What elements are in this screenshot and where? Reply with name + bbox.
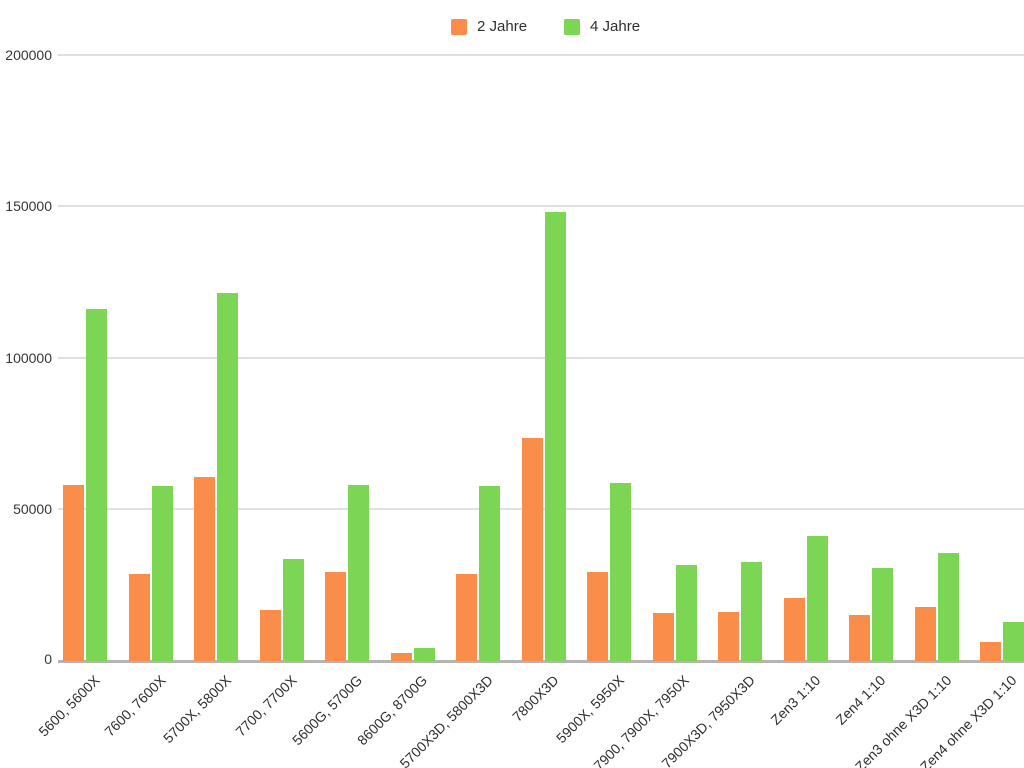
bar-2-jahre[interactable] (194, 477, 215, 661)
bar-2-jahre[interactable] (390, 652, 412, 661)
x-tick-label: 7800X3D (508, 672, 562, 725)
bar-2-jahre[interactable] (980, 641, 1001, 661)
bar-4-jahre[interactable] (610, 483, 631, 661)
bar-4-jahre[interactable] (86, 309, 107, 661)
x-tick-label: 7700, 7700X (231, 672, 300, 740)
bar-2-jahre[interactable] (587, 572, 608, 661)
bar-4-jahre[interactable] (282, 558, 304, 661)
bar-2-jahre[interactable] (63, 484, 84, 661)
bar-4-jahre[interactable] (217, 292, 238, 661)
y-tick-label: 50000 (13, 500, 52, 517)
bar-4-jahre[interactable] (675, 564, 697, 661)
x-tick-label: 5900X, 5950X (552, 672, 627, 747)
x-tick-label: Zen3 1:10 (767, 672, 824, 728)
x-tick-label: 5700X, 5800X (159, 672, 234, 747)
legend-swatch-icon (451, 19, 467, 35)
bar-4-jahre[interactable] (741, 561, 762, 661)
gridline-150000 (58, 205, 1024, 208)
bar-2-jahre[interactable] (849, 614, 870, 661)
bar-4-jahre[interactable] (348, 484, 369, 661)
bar-4-jahre[interactable] (544, 212, 566, 661)
legend-item-2-jahre[interactable]: 2 Jahre (451, 19, 527, 35)
y-tick-label: 200000 (5, 47, 52, 64)
bar-4-jahre[interactable] (806, 536, 828, 661)
legend-item-label: 4 Jahre (590, 18, 641, 35)
bar-4-jahre[interactable] (413, 647, 435, 661)
bar-2-jahre[interactable] (456, 573, 477, 661)
gridline-200000 (58, 54, 1024, 57)
bar-2-jahre[interactable] (718, 611, 739, 661)
x-tick-label: Zen4 1:10 (832, 672, 889, 728)
bar-2-jahre[interactable] (521, 437, 543, 661)
legend-item-label: 2 Jahre (477, 18, 528, 35)
bar-2-jahre[interactable] (783, 598, 805, 661)
bar-2-jahre[interactable] (325, 572, 346, 661)
legend-item-4-jahre[interactable]: 4 Jahre (564, 19, 640, 35)
bar-4-jahre[interactable] (151, 486, 173, 661)
bar-4-jahre[interactable] (937, 552, 959, 661)
y-tick-label: 0 (44, 651, 52, 667)
gridline-100000 (58, 356, 1024, 359)
bar-2-jahre[interactable] (128, 573, 150, 661)
chart-legend: 2 Jahre 4 Jahre (451, 19, 640, 35)
y-tick-label: 150000 (5, 198, 52, 215)
legend-swatch-icon (564, 19, 581, 35)
bar-2-jahre[interactable] (652, 613, 674, 661)
y-tick-label: 100000 (5, 349, 52, 366)
x-tick-label: 7600, 7600X (100, 672, 169, 740)
bar-4-jahre[interactable] (479, 486, 500, 661)
bar-2-jahre[interactable] (914, 607, 936, 661)
bar-4-jahre[interactable] (1003, 622, 1024, 661)
x-axis-line (58, 660, 1024, 663)
bar-2-jahre[interactable] (259, 610, 281, 661)
x-tick-label: 5600, 5600X (35, 672, 103, 740)
bar-4-jahre[interactable] (872, 567, 893, 661)
